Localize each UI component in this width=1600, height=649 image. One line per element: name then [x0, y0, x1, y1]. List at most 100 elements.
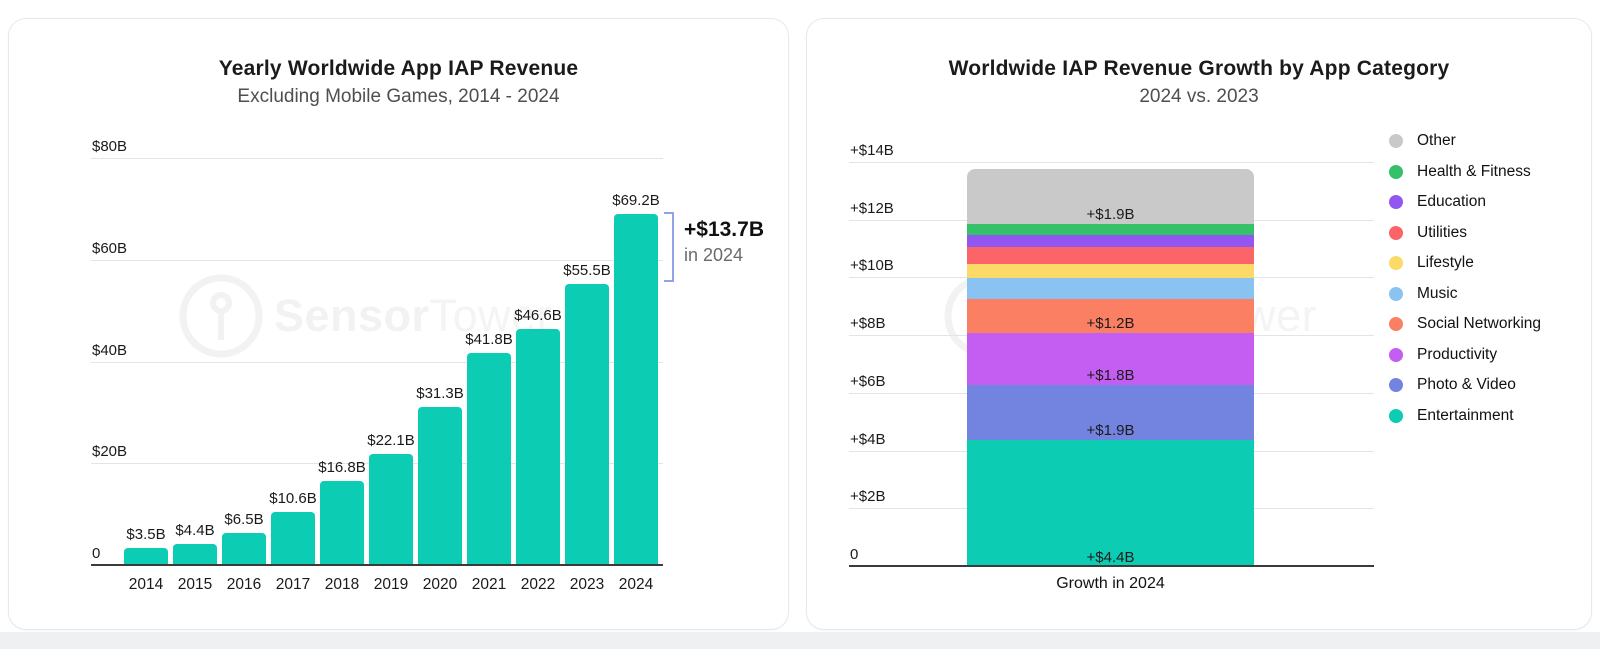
- revenue-bar-2015: [173, 544, 217, 566]
- legend-dot-icon: [1389, 134, 1403, 148]
- x-axis-tick-label: 2014: [128, 576, 164, 593]
- legend-dot-icon: [1389, 347, 1403, 362]
- legend-dot-icon: [1389, 408, 1403, 423]
- x-axis-tick-label: 2023: [569, 576, 605, 593]
- growth-annotation: +$13.7B in 2024: [684, 218, 764, 266]
- left-chart-card: Yearly Worldwide App IAP Revenue Excludi…: [8, 18, 789, 630]
- segment-value-label: +$1.2B: [1086, 315, 1135, 333]
- revenue-bar-2017: [271, 512, 315, 566]
- legend-item-health-fitness: Health & Fitness: [1389, 163, 1541, 181]
- gridline: [91, 361, 663, 363]
- x-axis-tick-label: 2021: [471, 576, 507, 593]
- category-growth-plot-area: +$14B +$12B +$10B +$8B +$6B +$4B +$2B 0 +$4.4B +$…: [849, 142, 1374, 592]
- legend-dot-icon: [1389, 286, 1403, 301]
- segment-value-label: +$1.9B: [1086, 205, 1135, 223]
- y-axis-tick-label: +$14B: [850, 142, 894, 159]
- bar-value-label: $6.5B: [224, 511, 264, 528]
- y-axis-tick-label: +$10B: [850, 257, 894, 275]
- x-axis-line: [91, 564, 663, 566]
- left-chart-title: Yearly Worldwide App IAP Revenue: [218, 57, 579, 80]
- revenue-bar-2020: [418, 407, 462, 566]
- page-background-strip: [0, 632, 1600, 649]
- revenue-bar-2018: [320, 481, 364, 566]
- legend-item-education: Education: [1389, 193, 1541, 211]
- category-legend: Other Health & Fitness Education Utilities L…: [1389, 132, 1541, 425]
- legend-item-photo-video: Photo & Video: [1389, 376, 1541, 394]
- legend-dot-icon: [1389, 317, 1403, 331]
- legend-item-entertainment: Entertainment: [1389, 407, 1541, 425]
- segment-education: [967, 235, 1254, 247]
- growth-annotation-period: in 2024: [684, 244, 744, 265]
- y-axis-tick-label: $60B: [92, 239, 128, 257]
- revenue-bar-2014: [124, 548, 168, 566]
- bar-value-label: $16.8B: [318, 459, 366, 476]
- y-axis-tick-label: $40B: [92, 341, 128, 359]
- legend-item-productivity: Productivity: [1389, 346, 1541, 364]
- legend-label: Other: [1417, 132, 1456, 149]
- right-chart-title: Worldwide IAP Revenue Growth by App Cate…: [948, 57, 1450, 80]
- y-axis-tick-label: +$2B: [850, 488, 886, 506]
- y-axis-tick-label: +$4B: [850, 430, 886, 448]
- legend-item-social-networking: Social Networking: [1389, 315, 1541, 333]
- legend-label: Social Networking: [1417, 315, 1542, 332]
- segment-social-networking: +$1.2B: [967, 298, 1254, 334]
- bar-value-label: $4.4B: [175, 522, 215, 539]
- left-chart-subtitle: Excluding Mobile Games, 2014 - 2024: [237, 86, 560, 107]
- segment-other: +$1.9B: [967, 168, 1254, 224]
- gridline: [91, 158, 663, 159]
- legend-dot-icon: [1389, 225, 1403, 240]
- bar-value-label: $69.2B: [612, 192, 660, 209]
- y-axis-tick-label: +$8B: [850, 315, 886, 333]
- x-axis-tick-label: 2022: [520, 576, 556, 593]
- x-axis-tick-label: 2017: [275, 576, 311, 593]
- segment-value-label: +$4.4B: [1086, 548, 1135, 566]
- growth-annotation-value: +$13.7B: [684, 217, 764, 241]
- legend-label: Entertainment: [1417, 406, 1514, 424]
- revenue-bar-2024: [614, 214, 658, 566]
- yearly-revenue-plot-area: $80B $60B $40B $20B 0 $3.5B 2014 $4.4B 2015 $6.5B…: [91, 138, 764, 593]
- legend-label: Lifestyle: [1417, 254, 1474, 271]
- y-axis-tick-label: +$12B: [850, 199, 894, 217]
- segment-utilities: [967, 246, 1254, 264]
- gridline: [91, 259, 663, 261]
- x-axis-tick-label: 2024: [618, 576, 654, 593]
- legend-item-lifestyle: Lifestyle: [1389, 254, 1541, 272]
- segment-entertainment: +$4.4B: [967, 440, 1254, 567]
- segment-photo-video: +$1.9B: [967, 385, 1254, 441]
- x-axis-tick-label: 2020: [422, 576, 458, 593]
- x-axis-tick-label: 2019: [373, 576, 409, 593]
- legend-label: Productivity: [1417, 345, 1498, 363]
- legend-dot-icon: [1389, 378, 1403, 392]
- segment-value-label: +$1.9B: [1086, 422, 1135, 440]
- segment-lifestyle: [967, 264, 1254, 279]
- bar-value-label: $31.3B: [416, 385, 464, 402]
- x-axis-label: Growth in 2024: [1056, 575, 1165, 592]
- growth-bracket: [664, 211, 674, 282]
- segment-health-fitness: [967, 223, 1254, 236]
- x-axis-tick-label: 2015: [177, 576, 213, 593]
- revenue-bar-2021: [467, 353, 511, 566]
- y-axis-tick-label: $20B: [92, 443, 128, 461]
- y-axis-tick-label: 0: [92, 545, 101, 562]
- legend-item-music: Music: [1389, 285, 1541, 303]
- x-axis-tick-label: 2016: [226, 576, 262, 593]
- bar-value-label: $22.1B: [367, 432, 415, 449]
- segment-music: [967, 278, 1254, 299]
- revenue-bar-2023: [565, 284, 609, 566]
- legend-item-utilities: Utilities: [1389, 224, 1541, 242]
- bar-value-label: $41.8B: [465, 331, 513, 348]
- bar-value-label: $3.5B: [126, 526, 166, 543]
- legend-dot-icon: [1389, 256, 1403, 270]
- y-axis-tick-label: $80B: [92, 138, 128, 155]
- legend-label: Health & Fitness: [1417, 162, 1531, 180]
- gridline: [849, 162, 1374, 163]
- segment-productivity: +$1.8B: [967, 333, 1254, 386]
- revenue-bar-2016: [222, 533, 266, 566]
- bar-value-label: $55.5B: [563, 262, 611, 279]
- y-axis-tick-label: 0: [850, 546, 859, 563]
- bar-value-label: $46.6B: [514, 307, 562, 324]
- legend-dot-icon: [1389, 164, 1403, 179]
- legend-label: Utilities: [1417, 223, 1467, 241]
- legend-label: Photo & Video: [1417, 376, 1516, 393]
